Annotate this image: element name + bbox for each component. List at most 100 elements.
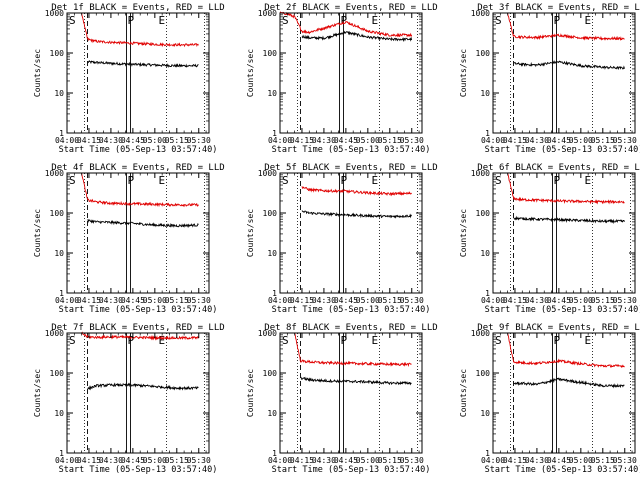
events-series-line bbox=[513, 60, 625, 71]
x-tick-label: 04:15 bbox=[77, 296, 101, 305]
y-tick-label: 1000 bbox=[258, 329, 277, 338]
panel-title: Det 3f BLACK = Events, RED = LLD bbox=[477, 3, 640, 13]
x-tick-label: 05:30 bbox=[400, 456, 424, 465]
plot-frame bbox=[279, 12, 423, 134]
panel-title: Det 9f BLACK = Events, RED = LLD bbox=[477, 323, 640, 333]
marker-label-e: E bbox=[585, 334, 592, 347]
x-tick-label: 04:45 bbox=[547, 136, 571, 145]
marker-label-e: E bbox=[372, 174, 379, 187]
x-tick-label: 04:15 bbox=[503, 296, 527, 305]
y-tick-label: 100 bbox=[476, 49, 491, 58]
events-series-line bbox=[301, 210, 412, 219]
marker-label-p: P bbox=[127, 334, 134, 347]
marker-label-p: P bbox=[553, 334, 560, 347]
marker-label-e: E bbox=[372, 334, 379, 347]
plot-frame bbox=[66, 332, 210, 454]
lld-series-line bbox=[507, 172, 625, 205]
x-tick-label: 04:30 bbox=[99, 296, 123, 305]
events-series-line bbox=[513, 377, 625, 389]
y-tick-label: 10 bbox=[54, 409, 64, 418]
x-axis-label: Start Time (05-Sep-13 03:57:40) bbox=[59, 305, 218, 315]
y-tick-label: 1000 bbox=[45, 329, 64, 338]
x-tick-label: 05:30 bbox=[187, 456, 211, 465]
y-tick-label: 1 bbox=[272, 129, 277, 138]
x-tick-label: 05:00 bbox=[569, 136, 593, 145]
x-tick-label: 05:30 bbox=[400, 296, 424, 305]
y-axis-label: Counts/sec bbox=[246, 49, 255, 97]
y-tick-label: 1 bbox=[59, 449, 64, 458]
y-tick-label: 1 bbox=[272, 289, 277, 298]
x-tick-label: 04:45 bbox=[334, 296, 358, 305]
marker-label-s: S bbox=[69, 14, 76, 27]
events-series-line bbox=[513, 215, 625, 225]
plot-frame bbox=[492, 172, 636, 294]
y-tick-label: 100 bbox=[263, 49, 278, 58]
marker-label-s: S bbox=[282, 14, 289, 27]
marker-label-s: S bbox=[495, 334, 502, 347]
x-tick-label: 04:30 bbox=[99, 136, 123, 145]
y-tick-label: 10 bbox=[480, 409, 490, 418]
x-tick-label: 05:15 bbox=[591, 136, 615, 145]
x-tick-label: 04:15 bbox=[77, 456, 101, 465]
x-tick-label: 05:15 bbox=[378, 456, 402, 465]
y-tick-label: 1000 bbox=[471, 329, 490, 338]
x-axis-label: Start Time (05-Sep-13 03:57:40) bbox=[272, 465, 431, 475]
x-tick-label: 05:00 bbox=[569, 296, 593, 305]
y-axis-label: Counts/sec bbox=[459, 369, 468, 417]
lld-series-line bbox=[81, 12, 199, 48]
y-tick-label: 100 bbox=[476, 209, 491, 218]
x-tick-label: 04:00 bbox=[268, 296, 292, 305]
y-tick-label: 100 bbox=[50, 49, 65, 58]
x-tick-label: 04:15 bbox=[290, 296, 314, 305]
x-tick-label: 05:30 bbox=[613, 136, 637, 145]
x-tick-label: 04:00 bbox=[481, 296, 505, 305]
marker-label-e: E bbox=[585, 14, 592, 27]
x-tick-label: 05:15 bbox=[378, 136, 402, 145]
x-axis-label: Start Time (05-Sep-13 03:57:40) bbox=[59, 465, 218, 475]
y-tick-label: 1 bbox=[272, 449, 277, 458]
x-axis-label: Start Time (05-Sep-13 03:57:40) bbox=[485, 465, 640, 475]
x-tick-label: 05:15 bbox=[591, 296, 615, 305]
panel-title: Det 8f BLACK = Events, RED = LLD bbox=[264, 323, 437, 333]
x-tick-label: 05:30 bbox=[187, 136, 211, 145]
x-tick-label: 05:00 bbox=[356, 136, 380, 145]
x-tick-label: 04:00 bbox=[55, 136, 79, 145]
x-tick-label: 04:00 bbox=[481, 136, 505, 145]
y-tick-label: 1 bbox=[485, 289, 490, 298]
marker-label-e: E bbox=[585, 174, 592, 187]
x-tick-label: 05:15 bbox=[165, 296, 189, 305]
x-tick-label: 04:00 bbox=[268, 456, 292, 465]
y-tick-label: 1000 bbox=[45, 9, 64, 18]
y-tick-label: 10 bbox=[267, 89, 277, 98]
x-tick-label: 04:30 bbox=[312, 296, 336, 305]
x-tick-label: 05:15 bbox=[165, 136, 189, 145]
y-axis-label: Counts/sec bbox=[33, 49, 42, 97]
x-tick-label: 04:30 bbox=[525, 296, 549, 305]
y-axis-label: Counts/sec bbox=[246, 369, 255, 417]
y-axis-label: Counts/sec bbox=[246, 209, 255, 257]
events-series-line bbox=[87, 219, 199, 229]
panel-title: Det 1f BLACK = Events, RED = LLD bbox=[51, 3, 224, 13]
x-tick-label: 05:30 bbox=[187, 296, 211, 305]
x-tick-label: 04:45 bbox=[547, 456, 571, 465]
x-tick-label: 05:00 bbox=[356, 456, 380, 465]
panel-title: Det 7f BLACK = Events, RED = LLD bbox=[51, 323, 224, 333]
events-series-line bbox=[300, 376, 412, 386]
plot-frame bbox=[492, 332, 636, 454]
y-tick-label: 100 bbox=[50, 369, 65, 378]
plot-frame bbox=[492, 12, 636, 134]
x-tick-label: 05:00 bbox=[143, 136, 167, 145]
x-axis-label: Start Time (05-Sep-13 03:57:40) bbox=[485, 145, 640, 155]
x-tick-label: 04:45 bbox=[334, 136, 358, 145]
x-tick-label: 05:30 bbox=[400, 136, 424, 145]
marker-label-e: E bbox=[159, 174, 166, 187]
y-tick-label: 1000 bbox=[471, 169, 490, 178]
marker-label-p: P bbox=[340, 14, 347, 27]
y-tick-label: 1 bbox=[485, 449, 490, 458]
x-tick-label: 04:45 bbox=[334, 456, 358, 465]
